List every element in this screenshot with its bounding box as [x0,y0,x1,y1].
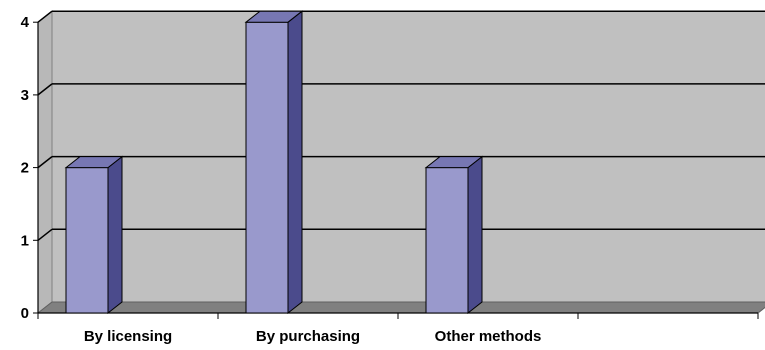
y-tick-label: 1 [21,232,29,249]
y-tick-label: 2 [21,160,29,177]
bar-other-methods [424,155,484,315]
gridline-side [37,10,53,23]
bar-top [64,156,124,169]
y-tick-labels: 0 1 2 3 4 [21,14,30,322]
bar-side [467,155,483,315]
y-tick-label: 0 [21,305,29,322]
gridlines [37,10,765,241]
bar-side [287,10,303,315]
x-tick-label: By licensing [84,328,172,345]
bar-front [245,21,289,314]
x-tick-labels: By licensing By purchasing Other methods [84,328,542,345]
chart-walls [36,10,765,315]
bar-front [425,167,469,314]
bar-top [424,156,484,169]
bars [64,10,484,315]
y-tick-label: 4 [21,14,30,31]
bar-top [244,10,304,23]
gridline-side [37,156,53,169]
x-tick-label: Other methods [435,328,542,345]
gridline-side [37,83,53,96]
bar-by-purchasing [244,10,304,315]
bar-side [107,155,123,315]
floor [36,301,765,314]
x-tick-label: By purchasing [256,328,360,345]
gridline-side [37,228,53,241]
y-tick-label: 3 [21,87,29,104]
bar-front [65,167,109,314]
axes [33,21,759,319]
bar-by-licensing [64,155,124,315]
